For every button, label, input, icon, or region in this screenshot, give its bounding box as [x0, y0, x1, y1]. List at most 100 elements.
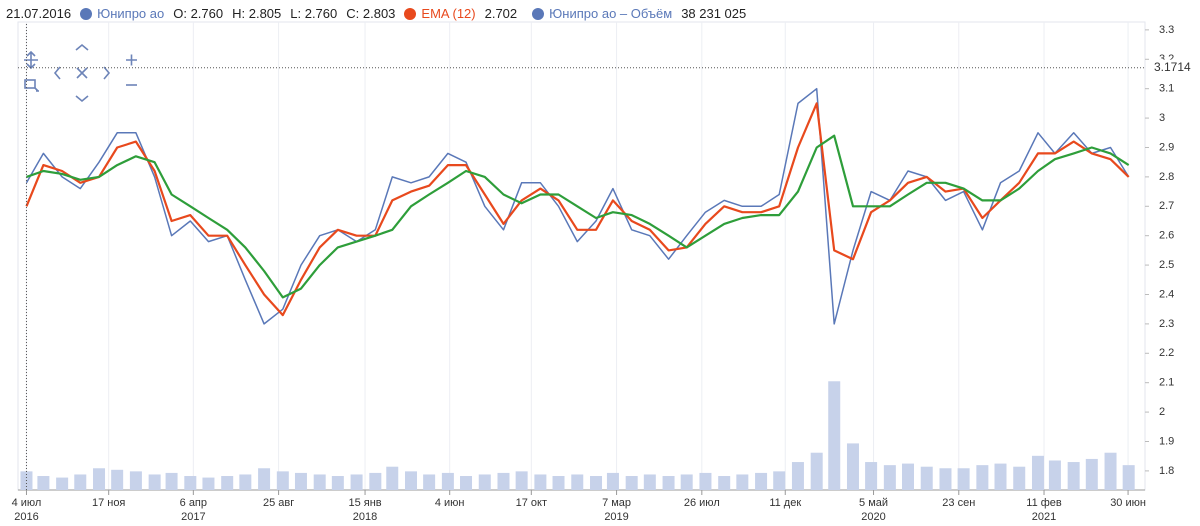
volume-bar [976, 465, 989, 490]
x-tick-label: 26 июл [684, 497, 720, 509]
y-tick-label: 1.8 [1159, 465, 1174, 477]
ohlc: O: 2.760 [173, 6, 224, 21]
volume-bar [643, 474, 656, 490]
volume-bar [534, 474, 547, 490]
volume-bar [276, 471, 289, 490]
volume-bar [202, 477, 215, 490]
volume-bar [56, 477, 69, 490]
volume-bar [680, 474, 693, 490]
x-tick-label: 17 окт [516, 497, 547, 509]
volume-bar [571, 474, 584, 490]
volume-bar [1048, 460, 1061, 490]
x-tick-label: 7 мар [602, 497, 631, 509]
volume-bar [221, 476, 234, 490]
volume-bar [625, 476, 638, 490]
ohlc: C: 2.803 [346, 6, 396, 21]
volume-bar [386, 466, 399, 490]
legend-value: 2.702 [484, 6, 518, 21]
y-tick-label: 3.1 [1159, 83, 1174, 95]
x-tick-label: 5 май [859, 497, 888, 509]
series-line [26, 134, 1130, 299]
legend-label: Юнипро ао – Объём [549, 6, 673, 21]
legend-date: 21.07.2016 [6, 6, 72, 21]
volume-bar [846, 443, 859, 490]
volume-bar [165, 472, 178, 490]
zoom-in[interactable] [126, 54, 137, 66]
series-line [25, 87, 1130, 325]
volume-bar [901, 463, 914, 490]
volume-bar [552, 476, 565, 490]
x-tick-label: 11 дек [769, 497, 801, 509]
y-tick-label: 2.7 [1159, 200, 1174, 212]
volume-bar [828, 381, 841, 490]
volume-bar [404, 471, 417, 490]
volume-bar [478, 474, 491, 490]
plot-frame [17, 21, 1146, 491]
volume-bar [497, 472, 510, 490]
x-year-label: 2021 [1032, 511, 1056, 523]
legend-label: Юнипро ао [97, 6, 165, 21]
x-tick-label: 4 июн [435, 497, 465, 509]
y-tick-label: 3 [1159, 112, 1165, 124]
pan-up[interactable] [75, 43, 89, 51]
ohlc: L: 2.760 [290, 6, 338, 21]
x-tick-label: 30 июн [1110, 497, 1146, 509]
y-tick-label: 2.6 [1159, 230, 1174, 242]
volume-bar [148, 474, 161, 490]
y-tick-label: 2.9 [1159, 141, 1174, 153]
x-tick-label: 15 янв [348, 497, 381, 509]
y-tick-label: 2.4 [1159, 288, 1174, 300]
volume-bar [1104, 452, 1117, 490]
y-tick-label: 2.5 [1159, 259, 1174, 271]
legend-swatch [80, 7, 93, 20]
x-tick-label: 25 авг [263, 497, 294, 509]
pan-down[interactable] [75, 95, 89, 103]
x-year-label: 2019 [604, 511, 628, 523]
series-line [25, 102, 1130, 317]
x-tick-label: 17 ноя [92, 497, 125, 509]
volume-bar [865, 462, 878, 490]
volume-bar [460, 476, 473, 490]
volume-bar [939, 468, 952, 490]
volume-bar [239, 474, 252, 490]
volume-bar [294, 472, 307, 490]
volume-bar [920, 466, 933, 490]
legend-label: EMA (12) [421, 6, 476, 21]
volume-bar [515, 471, 528, 490]
pan-tool[interactable] [24, 50, 38, 70]
pan-left[interactable] [53, 66, 61, 80]
volume-bar [74, 474, 87, 490]
volume-bar [791, 462, 804, 490]
y-tick-label: 2.8 [1159, 171, 1174, 183]
x-year-label: 2016 [14, 511, 38, 523]
pan-right[interactable] [103, 66, 111, 80]
volume-bar [441, 472, 454, 490]
y-tick-label: 1.9 [1159, 435, 1174, 447]
reset[interactable] [76, 67, 88, 79]
legend-value: 38 231 025 [681, 6, 747, 21]
x-tick-label: 6 апр [180, 497, 207, 509]
volume-bar [957, 468, 970, 490]
volume-bar [718, 476, 731, 490]
y-tick-label: 2.2 [1159, 347, 1174, 359]
volume-bar [1085, 458, 1098, 490]
x-tick-label: 11 фев [1026, 497, 1062, 509]
volume-bar [994, 463, 1007, 490]
volume-bar [1122, 465, 1135, 490]
volume-bar [423, 474, 436, 490]
volume-bar [606, 472, 619, 490]
x-year-label: 2017 [181, 511, 205, 523]
x-year-label: 2020 [861, 511, 885, 523]
crosshair-label: 3.1714 [1154, 60, 1191, 74]
volume-bar [590, 476, 603, 490]
ohlc: H: 2.805 [232, 6, 282, 21]
grid [25, 22, 1129, 490]
legend-swatch [532, 7, 545, 20]
x-tick-label: 4 июл [12, 497, 42, 509]
toolbar[interactable] [24, 43, 137, 103]
crosshair-label-bg [1151, 59, 1199, 76]
volume-bar [1031, 455, 1044, 490]
volume-bar [184, 476, 197, 490]
zoom-select-tool[interactable] [24, 79, 39, 92]
